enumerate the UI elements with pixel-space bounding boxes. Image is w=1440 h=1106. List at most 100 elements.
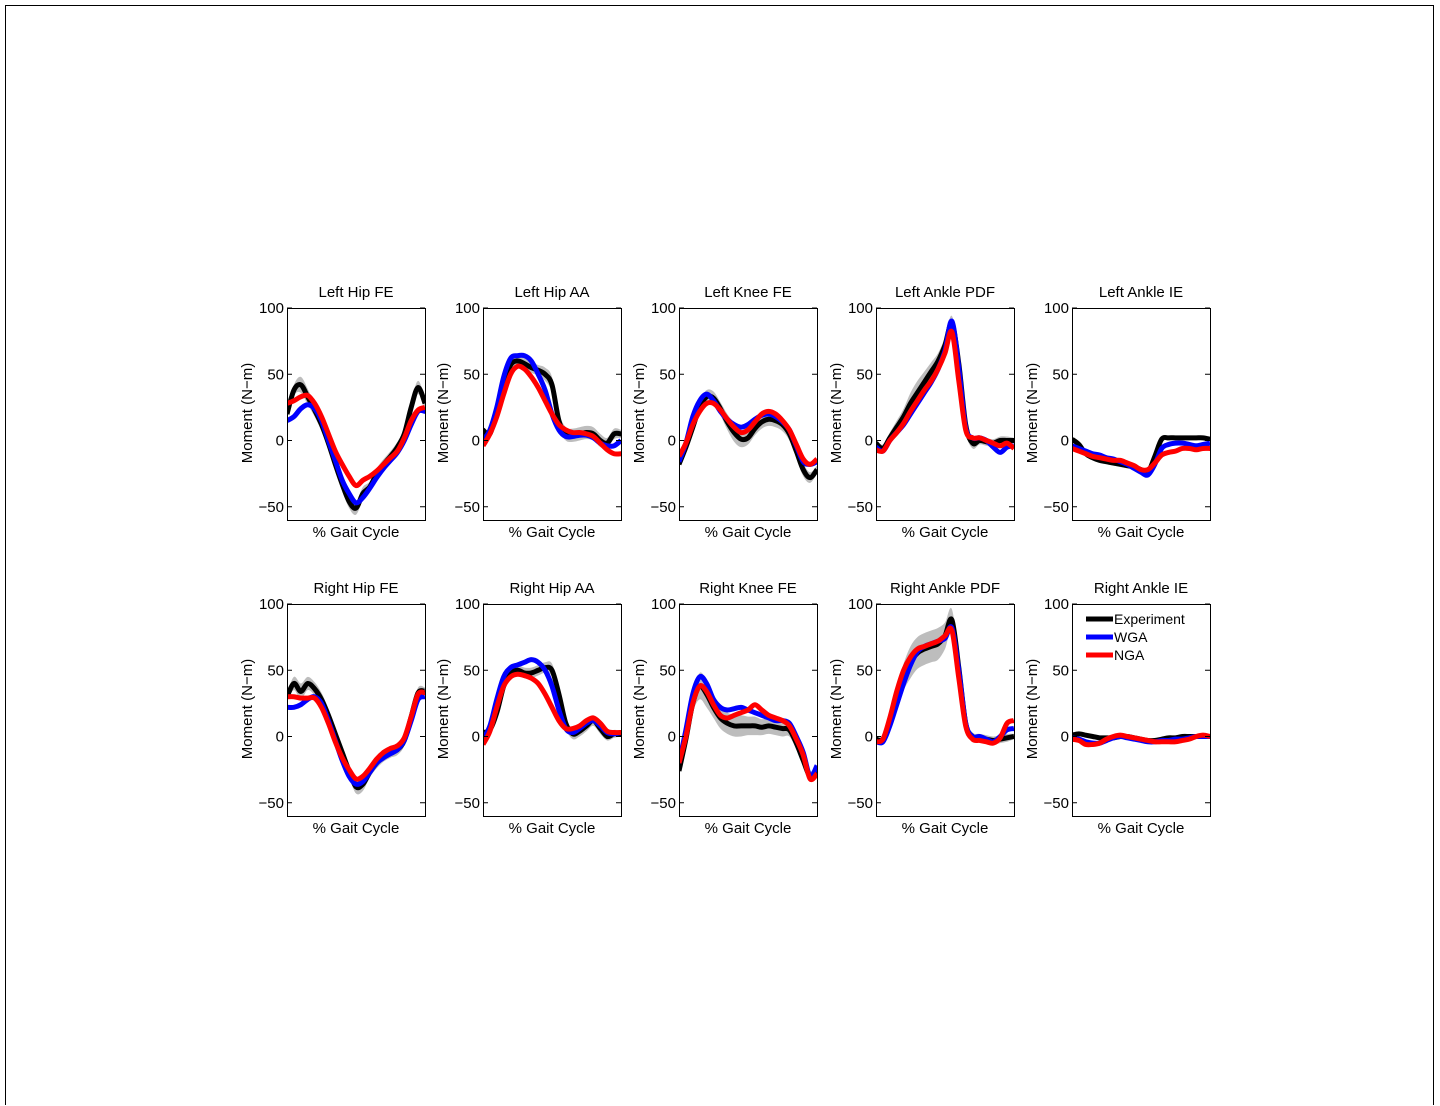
series-nga-left-ankle-pdf: [876, 328, 1014, 455]
y-tick-label-left-hip-fe: −50: [259, 499, 284, 516]
y-tick-label-left-ankle-ie: −50: [1044, 499, 1069, 516]
axes-box-right-knee-fe: [679, 604, 818, 817]
panel-left-hip-fe: 100 50 0 −50 Left Hip FE % Gait Cycle Moment (…: [239, 284, 426, 541]
chart-title-left-ankle-ie: Left Ankle IE: [1099, 284, 1183, 301]
y-tick-label-right-knee-fe: 100: [651, 596, 676, 613]
y-tick-label-right-hip-fe: 50: [267, 662, 284, 679]
y-tick-label-left-knee-fe: 50: [659, 366, 676, 383]
plot-area-left-ankle-pdf: [876, 315, 1014, 455]
y-tick-label-right-knee-fe: 50: [659, 662, 676, 679]
y-tick-label-right-ankle-pdf: −50: [848, 795, 873, 812]
y-tick-label-left-knee-fe: −50: [651, 499, 676, 516]
axes-box-right-ankle-ie: [1072, 604, 1211, 817]
x-axis-label-left-ankle-ie: % Gait Cycle: [1098, 524, 1185, 541]
y-tick-label-left-ankle-ie: 0: [1061, 433, 1069, 450]
axes-box-left-knee-fe: [679, 308, 818, 521]
y-axis-label-left-ankle-pdf: Moment (N−m): [828, 363, 845, 463]
axes-box-right-hip-aa: [483, 604, 622, 817]
y-tick-label-right-ankle-pdf: 50: [856, 662, 873, 679]
y-tick-label-right-hip-aa: −50: [455, 795, 480, 812]
y-tick-label-left-ankle-pdf: 100: [848, 300, 873, 317]
plot-area-right-knee-fe: [679, 672, 817, 783]
chart-title-left-hip-fe: Left Hip FE: [318, 284, 393, 301]
x-axis-label-left-ankle-pdf: % Gait Cycle: [902, 524, 989, 541]
y-tick-label-right-knee-fe: −50: [651, 795, 676, 812]
chart-title-right-ankle-ie: Right Ankle IE: [1094, 580, 1188, 597]
axes-box-left-ankle-ie: [1072, 308, 1211, 521]
legend-label-experiment: Experiment: [1114, 611, 1185, 627]
panel-right-hip-aa: 100 50 0 −50 Right Hip AA % Gait Cycle Moment …: [435, 580, 622, 837]
y-axis-label-right-knee-fe: Moment (N−m): [631, 659, 648, 759]
y-tick-label-right-knee-fe: 0: [668, 729, 676, 746]
y-tick-label-left-hip-aa: 0: [472, 433, 480, 450]
y-tick-label-right-ankle-ie: −50: [1044, 795, 1069, 812]
y-tick-label-right-ankle-ie: 100: [1044, 596, 1069, 613]
panel-left-ankle-ie: 100 50 0 −50 Left Ankle IE % Gait Cycle Moment…: [1024, 284, 1211, 541]
panel-left-knee-fe: 100 50 0 −50 Left Knee FE % Gait Cycle Moment …: [631, 284, 818, 541]
y-tick-label-left-hip-fe: 50: [267, 366, 284, 383]
figure-frame: [5, 5, 1434, 1105]
y-axis-label-left-hip-aa: Moment (N−m): [435, 363, 452, 463]
y-axis-label-left-ankle-ie: Moment (N−m): [1024, 363, 1041, 463]
series-wga-left-hip-fe: [287, 402, 425, 506]
chart-title-left-hip-aa: Left Hip AA: [514, 284, 589, 301]
y-tick-label-right-hip-fe: −50: [259, 795, 284, 812]
y-tick-label-right-hip-fe: 100: [259, 596, 284, 613]
axes-box-right-ankle-pdf: [876, 604, 1015, 817]
y-tick-label-right-ankle-pdf: 100: [848, 596, 873, 613]
axes-box-left-hip-aa: [483, 308, 622, 521]
y-tick-label-right-hip-aa: 100: [455, 596, 480, 613]
y-axis-label-left-hip-fe: Moment (N−m): [239, 363, 256, 463]
y-tick-label-right-hip-aa: 50: [463, 662, 480, 679]
chart-title-right-hip-aa: Right Hip AA: [509, 580, 594, 597]
series-nga-left-knee-fe: [679, 399, 817, 467]
legend-label-wga: WGA: [1114, 629, 1148, 645]
plot-area-left-ankle-ie: [1072, 434, 1210, 478]
x-axis-label-right-ankle-ie: % Gait Cycle: [1098, 820, 1185, 837]
y-tick-label-left-hip-aa: 100: [455, 300, 480, 317]
panel-right-hip-fe: 100 50 0 −50 Right Hip FE % Gait Cycle Moment …: [239, 580, 426, 837]
y-tick-label-right-ankle-ie: 50: [1052, 662, 1069, 679]
y-tick-label-left-ankle-pdf: 50: [856, 366, 873, 383]
legend-label-nga: NGA: [1114, 647, 1145, 663]
y-tick-label-right-ankle-ie: 0: [1061, 729, 1069, 746]
y-tick-label-right-ankle-pdf: 0: [865, 729, 873, 746]
y-axis-label-right-ankle-ie: Moment (N−m): [1024, 659, 1041, 759]
y-tick-label-left-ankle-pdf: 0: [865, 433, 873, 450]
chart-title-right-hip-fe: Right Hip FE: [313, 580, 398, 597]
series-wga-left-ankle-ie: [1072, 440, 1210, 478]
y-tick-label-left-hip-fe: 100: [259, 300, 284, 317]
y-tick-label-left-hip-fe: 0: [276, 433, 284, 450]
x-axis-label-right-knee-fe: % Gait Cycle: [705, 820, 792, 837]
x-axis-label-left-hip-aa: % Gait Cycle: [509, 524, 596, 541]
chart-title-left-knee-fe: Left Knee FE: [704, 284, 792, 301]
plot-area-right-ankle-ie: [1072, 731, 1210, 748]
y-tick-label-left-hip-aa: −50: [455, 499, 480, 516]
y-axis-label-right-hip-fe: Moment (N−m): [239, 659, 256, 759]
plot-area-right-hip-fe: [287, 676, 425, 795]
legend: Experiment WGA NGA: [1086, 611, 1185, 663]
y-axis-label-left-knee-fe: Moment (N−m): [631, 363, 648, 463]
axes-box-left-hip-fe: [287, 308, 426, 521]
axes-box-left-ankle-pdf: [876, 308, 1015, 521]
x-axis-label-right-ankle-pdf: % Gait Cycle: [902, 820, 989, 837]
plot-area-left-knee-fe: [679, 389, 817, 483]
series-nga-right-ankle-pdf: [876, 625, 1014, 746]
panel-left-ankle-pdf: 100 50 0 −50 Left Ankle PDF % Gait Cycle Momen…: [828, 284, 1015, 541]
chart-title-left-ankle-pdf: Left Ankle PDF: [895, 284, 995, 301]
axes-box-right-hip-fe: [287, 604, 426, 817]
series-nga-right-ankle-ie: [1072, 732, 1210, 748]
y-tick-label-left-ankle-ie: 100: [1044, 300, 1069, 317]
plot-area-left-hip-aa: [483, 352, 621, 457]
series-nga-left-hip-fe: [287, 392, 425, 489]
y-tick-label-left-hip-aa: 50: [463, 366, 480, 383]
y-axis-label-right-hip-aa: Moment (N−m): [435, 659, 452, 759]
panel-right-ankle-pdf: 100 50 0 −50 Right Ankle PDF % Gait Cycle Mome…: [828, 580, 1015, 837]
x-axis-label-left-hip-fe: % Gait Cycle: [313, 524, 400, 541]
panel-right-knee-fe: 100 50 0 −50 Right Knee FE % Gait Cycle Moment…: [631, 580, 818, 837]
plot-area-left-hip-fe: [287, 376, 425, 515]
series-nga-left-ankle-ie: [1072, 445, 1210, 473]
series-nga-right-knee-fe: [679, 683, 817, 783]
x-axis-label-right-hip-fe: % Gait Cycle: [313, 820, 400, 837]
y-tick-label-left-knee-fe: 100: [651, 300, 676, 317]
